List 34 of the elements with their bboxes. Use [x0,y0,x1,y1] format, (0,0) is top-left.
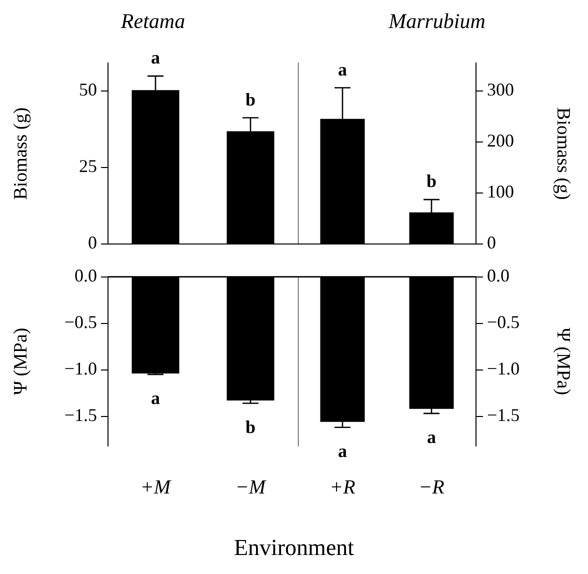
chart-title: Marrubium [388,9,486,34]
y-axis-title: Biomass (g) [10,107,32,200]
annotation: a [338,59,347,80]
x-tick-label: +R [330,476,356,498]
annotation: a [151,48,160,68]
x-tick-label: −R [418,476,444,498]
y-tick-label: −1.5 [487,404,520,425]
y-tick-label: 200 [487,130,514,151]
y-axis-title: Ψ (MPa) [10,328,32,396]
y-tick-label: −0.5 [64,312,97,332]
y-tick-label: 50 [79,80,97,100]
y-tick-label: 0 [487,232,496,253]
y-tick-label: −1.0 [64,358,97,378]
annotation: a [427,427,436,448]
y-axis-title: Biomass (g) [552,107,574,200]
y-tick-label: 100 [487,182,514,202]
y-axis-title: Ψ (MPa) [552,328,574,396]
y-tick-label: 0.0 [487,266,510,286]
chart-title: Retama [120,9,186,34]
annotation: b [426,171,437,192]
y-tick-label: 0 [88,232,97,253]
y-tick-label: −1.0 [487,358,520,378]
annotation: a [338,441,347,462]
y-tick-label: −1.5 [64,404,97,425]
x-tick-label: −M [235,476,267,498]
annotation: a [151,388,160,408]
y-tick-label: −0.5 [487,312,520,332]
y-tick-label: 25 [79,156,97,176]
annotation: b [245,89,256,110]
annotation: b [245,416,256,437]
x-tick-label: +M [140,476,172,498]
y-tick-label: 300 [487,80,514,100]
x-axis-title: Environment [232,535,356,561]
y-tick-label: 0.0 [74,266,97,286]
